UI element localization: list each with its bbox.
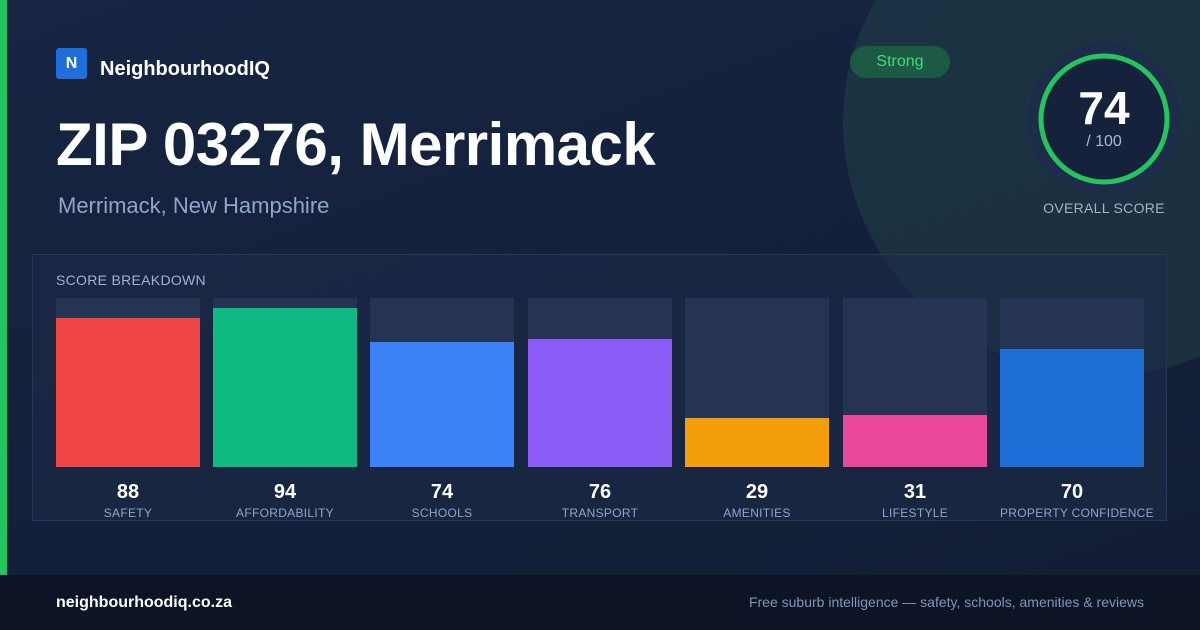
accent-bar bbox=[0, 0, 7, 575]
overall-score-gauge: 74 / 100 bbox=[1028, 43, 1180, 195]
bar-label: AFFORDABILITY bbox=[236, 506, 334, 520]
bar-fill bbox=[213, 308, 357, 467]
score-breakdown-panel: SCORE BREAKDOWN 88 SAFETY 94 AFFORDABILITY 7… bbox=[32, 254, 1167, 521]
bar-track bbox=[56, 298, 200, 467]
footer: neighbourhoodiq.co.za Free suburb intell… bbox=[0, 575, 1200, 630]
score-bar-lifestyle: 31 LIFESTYLE bbox=[843, 298, 987, 520]
footer-tagline: Free suburb intelligence — safety, schoo… bbox=[748, 594, 1144, 610]
footer-url[interactable]: neighbourhoodiq.co.za bbox=[56, 594, 232, 611]
bar-track bbox=[685, 298, 829, 467]
bar-value: 74 bbox=[430, 481, 454, 503]
bar-value: 94 bbox=[273, 481, 297, 503]
bar-track bbox=[1000, 298, 1144, 467]
bar-label: SCHOOLS bbox=[411, 506, 473, 520]
overall-score-max: / 100 bbox=[1086, 133, 1122, 150]
overall-score-value: 74 bbox=[1078, 82, 1130, 134]
brand[interactable]: N NeighbourhoodIQ bbox=[56, 46, 270, 81]
rating-badge: Strong bbox=[850, 46, 950, 78]
score-bar-affordability: 94 AFFORDABILITY bbox=[213, 298, 357, 520]
bar-label: PROPERTY CONFIDENCE bbox=[1000, 506, 1154, 520]
bar-label: LIFESTYLE bbox=[881, 506, 949, 520]
score-bar-transport: 76 TRANSPORT bbox=[528, 298, 672, 520]
score-bar-schools: 74 SCHOOLS bbox=[370, 298, 514, 520]
bar-value: 70 bbox=[1060, 481, 1084, 503]
bar-track bbox=[843, 298, 987, 467]
bar-label: SAFETY bbox=[103, 506, 153, 520]
bar-fill bbox=[1000, 349, 1144, 467]
bar-value: 76 bbox=[588, 481, 612, 503]
bar-value: 88 bbox=[116, 481, 140, 503]
bar-fill bbox=[56, 318, 200, 467]
bar-track bbox=[370, 298, 514, 467]
score-ring bbox=[1028, 43, 1180, 195]
location-subtitle: Merrimack, New Hampshire bbox=[58, 193, 330, 218]
bar-track bbox=[213, 298, 357, 467]
overall-score-label: OVERALL SCORE bbox=[1043, 200, 1165, 216]
bar-track bbox=[528, 298, 672, 467]
bar-fill bbox=[843, 415, 987, 467]
bar-label: AMENITIES bbox=[723, 506, 791, 520]
hero-card: N NeighbourhoodIQ ZIP 03276, Merrimack M… bbox=[0, 0, 1200, 575]
bar-fill bbox=[528, 339, 672, 467]
score-bar-amenities: 29 AMENITIES bbox=[685, 298, 829, 520]
score-bar-property-confidence: 70 PROPERTY CONFIDENCE bbox=[1000, 298, 1154, 520]
bar-fill bbox=[370, 342, 514, 467]
breakdown-title: SCORE BREAKDOWN bbox=[56, 272, 206, 288]
bar-value: 29 bbox=[745, 481, 769, 503]
bar-fill bbox=[685, 418, 829, 467]
score-bar-safety: 88 SAFETY bbox=[56, 298, 200, 520]
bar-value: 31 bbox=[903, 481, 927, 503]
logo-icon: N bbox=[56, 48, 87, 79]
page-title: ZIP 03276, Merrimack bbox=[56, 111, 656, 178]
brand-name: NeighbourhoodIQ bbox=[100, 58, 270, 80]
bar-label: TRANSPORT bbox=[561, 506, 639, 520]
